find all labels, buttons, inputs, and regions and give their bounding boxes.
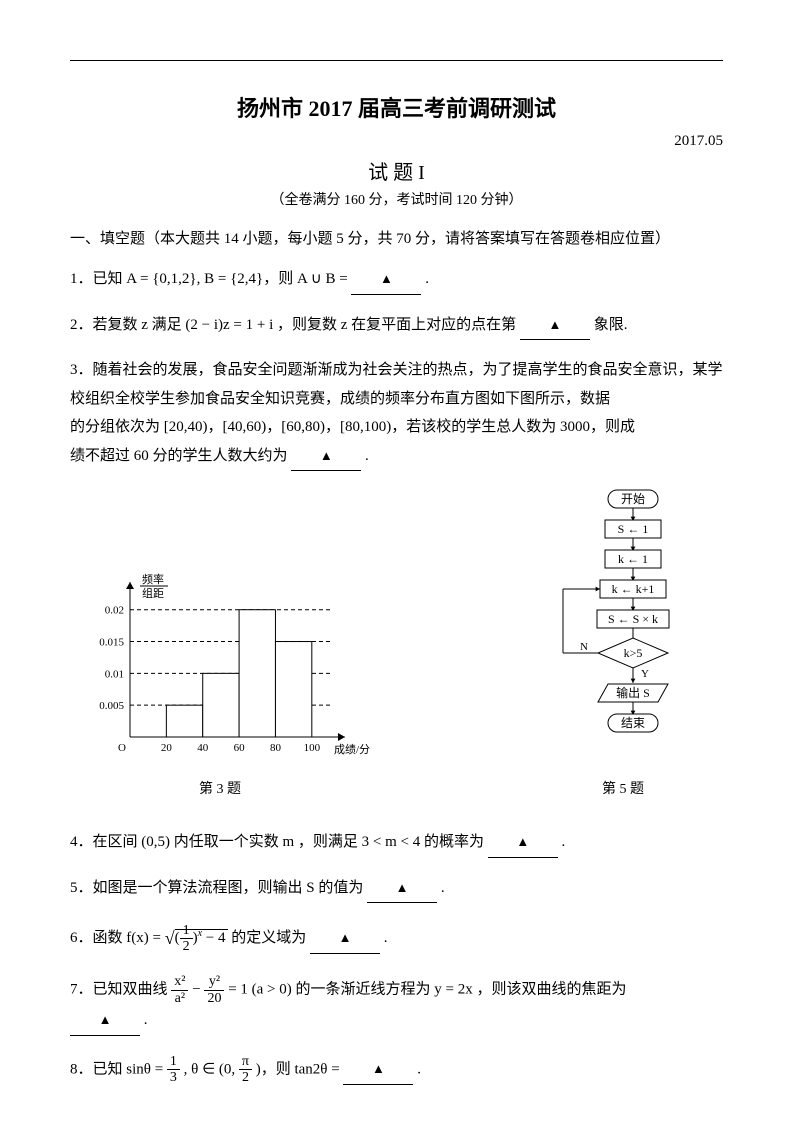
svg-text:k ← k+1: k ← k+1: [612, 582, 655, 596]
svg-text:0.015: 0.015: [99, 637, 124, 649]
q3-l1: 3．随着社会的发展，食品安全问题渐渐成为社会关注的热点，为了提高学生的食品安全意…: [70, 362, 723, 407]
q8-pre: 8．已知 sinθ =: [70, 1061, 167, 1077]
svg-text:S ← 1: S ← 1: [618, 522, 649, 536]
question-6: 6．函数 f(x) = √(12)x − 4 的定义域为 .: [70, 919, 723, 954]
q1-text: 1．已知 A = {0,1,2}, B = {2,4}，则 A ∪ B =: [70, 271, 351, 287]
q8-f2d: 2: [239, 1070, 252, 1085]
q7-post: .: [144, 1012, 148, 1028]
q3-l2: 的分组依次为 [20,40)，[40,60)，[60,80)，[80,100)，…: [70, 419, 635, 435]
q3-l3: 绩不超过 60 分的学生人数大约为: [70, 448, 288, 464]
q7-blank: [70, 1006, 140, 1036]
svg-text:开始: 开始: [621, 492, 645, 506]
svg-text:输出 S: 输出 S: [616, 685, 650, 700]
q7-minus: −: [192, 982, 204, 998]
svg-text:k ← 1: k ← 1: [618, 552, 648, 566]
svg-text:频率: 频率: [142, 572, 164, 586]
svg-text:Y: Y: [641, 668, 649, 680]
exam-subtitle: 试 题 I: [70, 156, 723, 185]
q8-f2n: π: [239, 1054, 252, 1070]
q1-blank: [351, 265, 421, 295]
question-7: 7．已知双曲线 x²a² − y²20 = 1 (a > 0) 的一条渐近线方程…: [70, 974, 723, 1035]
q1-post: .: [425, 271, 429, 287]
q8-frac2: π2: [239, 1054, 252, 1086]
svg-text:20: 20: [161, 742, 173, 754]
svg-text:O: O: [118, 742, 126, 754]
q6-post: .: [384, 930, 388, 946]
q7-eq: = 1 (a > 0) 的一条渐近线方程为 y = 2x ，则该双曲线的焦距为: [228, 982, 626, 998]
q6-blank: [310, 924, 380, 954]
q5-post: .: [441, 880, 445, 896]
histogram-figure: 频率组距成绩/分 O 0.005 0.01 0.015 0.02 20 40 60 80 100 第…: [70, 567, 370, 798]
q2-blank: [520, 311, 590, 341]
q7-frac1: x²a²: [171, 974, 188, 1006]
q5-blank: [367, 874, 437, 904]
section-1-heading: 一、填空题（本大题共 14 小题，每小题 5 分，共 70 分，请将答案填写在答…: [70, 227, 723, 251]
exam-date: 2017.05: [70, 133, 723, 150]
flowchart-figure: 开始S ← 1k ← 1k ← k+1S ← S × kk>5NY输出 S结束 …: [523, 487, 723, 798]
q7-f2n: y²: [204, 974, 224, 990]
q8-f1d: 3: [167, 1070, 180, 1085]
svg-text:S ← S × k: S ← S × k: [608, 612, 658, 626]
q8-f1n: 1: [167, 1054, 180, 1070]
q8-frac1: 13: [167, 1054, 180, 1086]
q7-f1n: x²: [171, 974, 188, 990]
q3-blank: [291, 442, 361, 472]
q7-f2d: 20: [204, 991, 224, 1006]
q6-num: 1: [180, 923, 193, 939]
q6-radicand: (12)x − 4: [175, 929, 228, 946]
q4-post: .: [562, 834, 566, 850]
svg-text:N: N: [580, 641, 588, 653]
q6-frac: 12: [180, 923, 193, 955]
exam-title: 扬州市 2017 届高三考前调研测试: [70, 91, 723, 123]
q8-post: .: [417, 1061, 421, 1077]
flowchart-svg: 开始 S ← 1 k ← 1 k ← k+1 S ← S × k k>5 N Y 输出 S 结束: [523, 487, 723, 767]
svg-text:0.02: 0.02: [105, 605, 124, 617]
svg-text:40: 40: [197, 742, 209, 754]
question-8: 8．已知 sinθ = 13 , θ ∈ (0, π2 )，则 tan2θ = …: [70, 1054, 723, 1086]
q6-mid: 的定义域为: [231, 930, 306, 946]
svg-text:80: 80: [270, 742, 282, 754]
q4-blank: [488, 828, 558, 858]
question-1: 1．已知 A = {0,1,2}, B = {2,4}，则 A ∪ B = .: [70, 265, 723, 295]
q7-pre: 7．已知双曲线: [70, 982, 171, 998]
exam-fullmark: （全卷满分 160 分，考试时间 120 分钟）: [70, 189, 723, 209]
svg-text:0.01: 0.01: [105, 668, 124, 680]
q8-close: )，则 tan2θ =: [256, 1061, 344, 1077]
q7-f1d: a²: [171, 991, 188, 1006]
q5-text: 5．如图是一个算法流程图，则输出 S 的值为: [70, 880, 363, 896]
histogram-svg: 频率组距成绩/分 O 0.005 0.01 0.015 0.02 20 40 60 80 100: [70, 567, 370, 767]
svg-text:成绩/分: 成绩/分: [334, 743, 370, 756]
svg-text:组距: 组距: [142, 586, 164, 600]
svg-text:60: 60: [234, 742, 246, 754]
svg-text:0.005: 0.005: [99, 700, 124, 712]
question-5: 5．如图是一个算法流程图，则输出 S 的值为 .: [70, 874, 723, 904]
histogram-caption: 第 3 题: [70, 778, 370, 798]
q8-blank: [343, 1055, 413, 1085]
svg-text:结束: 结束: [621, 716, 645, 730]
question-3: 3．随着社会的发展，食品安全问题渐渐成为社会关注的热点，为了提高学生的食品安全意…: [70, 356, 723, 471]
svg-text:k>5: k>5: [624, 646, 643, 660]
sqrt-icon: √: [165, 928, 175, 948]
q8-mid: , θ ∈ (0,: [184, 1061, 239, 1077]
question-2: 2．若复数 z 满足 (2 − i)z = 1 + i ，则复数 z 在复平面上…: [70, 311, 723, 341]
figure-row: 频率组距成绩/分 O 0.005 0.01 0.015 0.02 20 40 60 80 100 第…: [70, 487, 723, 798]
svg-text:100: 100: [304, 742, 321, 754]
q3-post: .: [365, 448, 369, 464]
q4-text: 4．在区间 (0,5) 内任取一个实数 m ，则满足 3 < m < 4 的概率…: [70, 834, 484, 850]
q6-den: 2: [180, 939, 193, 954]
flowchart-caption: 第 5 题: [523, 778, 723, 798]
q7-frac2: y²20: [204, 974, 224, 1006]
page: 扬州市 2017 届高三考前调研测试 2017.05 试 题 I （全卷满分 1…: [0, 0, 793, 1122]
q2-post: 象限.: [594, 317, 628, 333]
top-rule: [70, 60, 723, 61]
q2-text: 2．若复数 z 满足 (2 − i)z = 1 + i ，则复数 z 在复平面上…: [70, 317, 516, 333]
question-4: 4．在区间 (0,5) 内任取一个实数 m ，则满足 3 < m < 4 的概率…: [70, 828, 723, 858]
q6-pre: 6．函数 f(x) =: [70, 930, 165, 946]
